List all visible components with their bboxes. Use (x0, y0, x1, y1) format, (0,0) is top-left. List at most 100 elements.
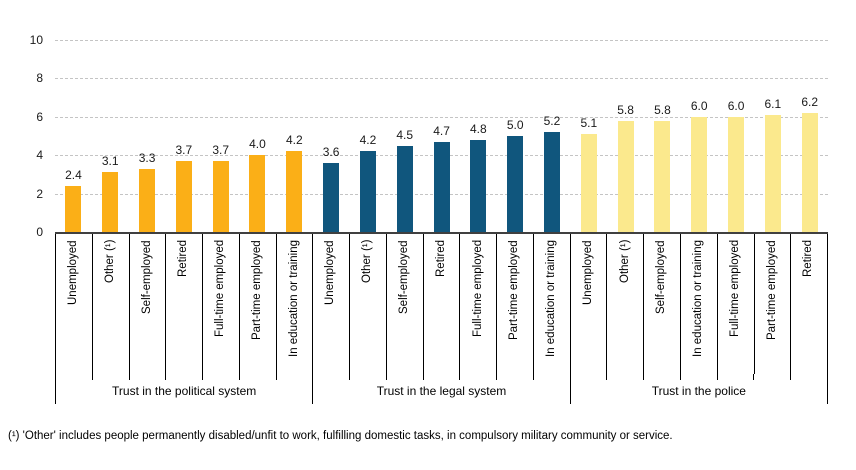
bar-slot: 3.7 (202, 40, 239, 232)
group-axis: Trust in the political system Trust in th… (55, 374, 828, 404)
y-tick-label: 8 (36, 71, 43, 86)
bar (249, 155, 266, 232)
category-cell: In education or training (680, 234, 717, 374)
bar-slot: 4.8 (460, 40, 497, 232)
bar (433, 141, 450, 232)
bar-slot: 5.1 (570, 40, 607, 232)
tick (91, 374, 129, 380)
category-cell: Other (¹) (91, 234, 129, 374)
bar-slot: 3.3 (129, 40, 166, 232)
tick (165, 374, 202, 380)
bar-slot: 4.5 (386, 40, 423, 232)
tick (606, 374, 643, 380)
category-label: In education or training (692, 240, 705, 357)
tick (385, 374, 423, 380)
category-cell: Unemployed (312, 234, 349, 374)
bar (728, 116, 745, 232)
category-label: Self-employed (655, 240, 668, 314)
category-cell: Full-time employed (202, 234, 239, 374)
category-label: Self-employed (398, 240, 411, 314)
bar-slot: 6.2 (791, 40, 828, 232)
category-label: Part-time employed (765, 240, 778, 340)
bar-slot: 3.1 (92, 40, 129, 232)
bar (286, 151, 303, 232)
category-label: Part-time employed (250, 240, 263, 340)
value-label: 4.7 (433, 123, 450, 138)
gridline (55, 116, 828, 118)
bar-slot: 2.4 (55, 40, 92, 232)
category-cell: Part-time employed (753, 234, 791, 374)
value-label: 3.7 (212, 142, 229, 157)
value-label: 3.7 (175, 142, 193, 157)
bar (654, 120, 671, 232)
category-cell: Self-employed (128, 234, 166, 374)
bar (470, 139, 487, 232)
category-cell: Unemployed (569, 234, 607, 374)
tick (313, 374, 349, 380)
value-label: 3.1 (101, 154, 119, 169)
y-tick-label: 10 (29, 33, 43, 47)
category-label: Retired (434, 240, 447, 278)
category-cell: Full-time employed (459, 234, 496, 374)
category-label: Other (¹) (103, 240, 116, 284)
category-label: Retired (177, 240, 190, 278)
bar (396, 145, 413, 232)
bar-slot: 4.2 (350, 40, 387, 232)
y-tick-label: 6 (36, 109, 43, 124)
group-cell: Trust in the police (569, 374, 828, 404)
bar-slot: 3.6 (313, 40, 350, 232)
category-label: Unemployed (581, 240, 594, 305)
tick (422, 374, 460, 380)
category-cell: Other (¹) (606, 234, 643, 374)
value-label: 3.6 (322, 144, 340, 159)
bar-slot: 4.2 (276, 40, 313, 232)
group-label: Trust in the police (651, 384, 746, 398)
value-label: 5.0 (506, 118, 524, 132)
tick (238, 374, 276, 380)
bar (359, 151, 376, 232)
value-label: 6.0 (727, 98, 745, 113)
value-label: 4.5 (396, 127, 414, 142)
bar-slot: 5.2 (534, 40, 571, 232)
category-cell: Self-employed (385, 234, 423, 374)
category-label: Other (¹) (618, 240, 631, 284)
category-label: Other (¹) (361, 240, 374, 284)
bar-slot: 4.0 (239, 40, 276, 232)
category-cell: Part-time employed (496, 234, 533, 374)
category-label: Unemployed (324, 240, 337, 305)
category-cell: In education or training (532, 234, 570, 374)
value-label: 2.4 (65, 167, 82, 182)
tick (349, 374, 386, 380)
gridline (55, 78, 828, 80)
bar-slot: 3.7 (165, 40, 202, 232)
category-label: Full-time employed (214, 240, 227, 338)
category-cell: Self-employed (643, 234, 680, 374)
category-label: Retired (802, 240, 815, 278)
tick (716, 374, 754, 380)
value-label: 6.0 (690, 98, 708, 113)
value-label: 5.8 (654, 102, 671, 117)
tick (571, 374, 607, 380)
value-label: 4.8 (470, 121, 487, 136)
category-label: Part-time employed (508, 240, 521, 340)
tick (679, 374, 717, 380)
bar (691, 116, 708, 232)
footnote: (¹) 'Other' includes people permanently … (8, 430, 673, 442)
bar-slot: 6.0 (718, 40, 755, 232)
tick (643, 374, 680, 380)
gridline (55, 40, 828, 41)
bar (801, 112, 818, 232)
group-cell: Trust in the political system (55, 374, 312, 404)
category-label: Full-time employed (471, 240, 484, 338)
group-label: Trust in the legal system (376, 384, 507, 398)
bar (323, 162, 340, 232)
category-cell: Unemployed (55, 234, 92, 374)
bar-slot: 5.8 (644, 40, 681, 232)
category-separator-ticks (56, 374, 312, 380)
value-label: 4.2 (285, 133, 303, 148)
bar (617, 120, 634, 232)
tick (128, 374, 166, 380)
value-label: 3.3 (138, 150, 156, 165)
category-axis: Unemployed Other (¹) Self-employed Retired F… (55, 234, 829, 374)
bar-slot: 4.7 (423, 40, 460, 232)
